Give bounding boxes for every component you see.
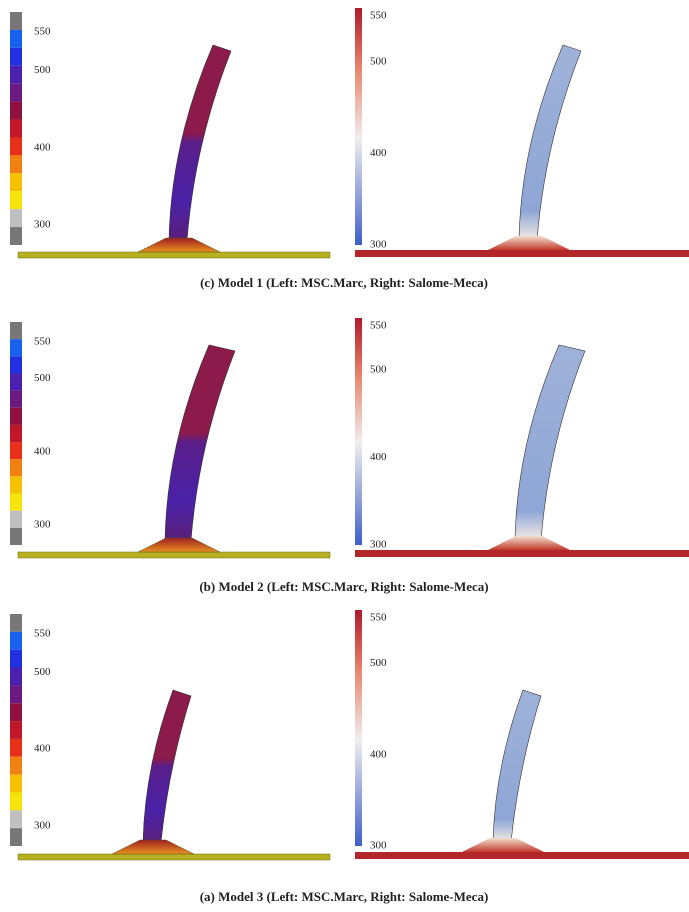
colorbar-cell	[10, 632, 22, 650]
colorbar-label: 550	[370, 10, 387, 22]
colorbar-cell	[10, 425, 22, 442]
colorbar-label: 500	[34, 64, 51, 76]
colorbar-cell	[10, 120, 22, 138]
colorbar	[355, 318, 362, 545]
colorbar-cell	[10, 102, 22, 120]
colorbar-cell	[10, 66, 22, 84]
caption: (a) Model 3 (Left: MSC.Marc, Right: Salo…	[200, 889, 489, 904]
weld	[138, 538, 220, 552]
colorbar-label: 500	[370, 363, 387, 375]
colorbar-label: 400	[34, 141, 51, 153]
colorbar-label: 400	[370, 748, 387, 760]
colorbar-label: 400	[370, 451, 387, 463]
colorbar-cell	[10, 191, 22, 209]
colorbar-cell	[10, 703, 22, 721]
floor	[355, 250, 689, 257]
colorbar-cell	[10, 137, 22, 155]
panel: 550 500 400 300 550 500 400 300 (c) Model 1 (Lef…	[10, 8, 689, 290]
floor	[18, 552, 330, 558]
colorbar-cell	[10, 721, 22, 739]
caption: (b) Model 2 (Left: MSC.Marc, Right: Salo…	[199, 579, 488, 594]
colorbar-label: 400	[370, 147, 387, 159]
colorbar-cell	[10, 775, 22, 793]
beam	[165, 345, 235, 540]
colorbar-label: 500	[34, 372, 51, 384]
colorbar-cell	[10, 84, 22, 102]
colorbar-cell	[10, 828, 22, 846]
colorbar-label: 550	[34, 26, 51, 38]
colorbar-label: 500	[370, 657, 387, 669]
colorbar-cell	[10, 442, 22, 459]
colorbar-cell	[10, 614, 22, 632]
panel: 550 500 400 300 550 500 400 300 (a) Model 3 (Lef…	[10, 610, 689, 904]
colorbar-cell	[10, 792, 22, 810]
colorbar-cell	[10, 209, 22, 227]
colorbar-cell	[10, 494, 22, 511]
colorbar-cell	[10, 511, 22, 528]
colorbar-label: 300	[370, 539, 387, 551]
beam	[515, 345, 585, 540]
beam	[519, 45, 581, 240]
colorbar-cell	[10, 757, 22, 775]
weld	[488, 536, 570, 550]
colorbar-cell	[10, 155, 22, 173]
weld	[462, 838, 544, 852]
colorbar-cell	[10, 668, 22, 686]
colorbar-cell	[10, 459, 22, 476]
floor	[355, 852, 689, 859]
colorbar	[355, 8, 362, 245]
caption: (c) Model 1 (Left: MSC.Marc, Right: Salo…	[200, 275, 488, 290]
colorbar-cell	[10, 173, 22, 191]
colorbar-cell	[10, 685, 22, 703]
beam	[143, 690, 191, 842]
colorbar-cell	[10, 391, 22, 408]
weld	[112, 840, 194, 854]
floor	[355, 550, 689, 557]
colorbar	[355, 610, 362, 846]
colorbar-cell	[10, 322, 22, 339]
colorbar-label: 300	[370, 840, 387, 852]
colorbar-label: 500	[370, 55, 387, 67]
colorbar-label: 300	[370, 239, 387, 251]
colorbar-label: 550	[34, 628, 51, 640]
colorbar-label: 550	[370, 612, 387, 624]
floor	[18, 854, 330, 860]
colorbar-cell	[10, 650, 22, 668]
panel: 550 500 400 300 550 500 400 300 (b) Model 2 (Lef…	[10, 318, 689, 594]
colorbar-cell	[10, 227, 22, 245]
colorbar-label: 400	[34, 743, 51, 755]
colorbar-cell	[10, 12, 22, 30]
colorbar-label: 550	[34, 336, 51, 348]
colorbar-label: 300	[34, 820, 51, 832]
colorbar-cell	[10, 408, 22, 425]
colorbar-label: 400	[34, 445, 51, 457]
figure: 550 500 400 300 550 500 400 300 (c) Model 1 (Lef…	[0, 0, 689, 912]
colorbar-cell	[10, 356, 22, 373]
colorbar-label: 300	[34, 519, 51, 531]
colorbar-cell	[10, 810, 22, 828]
colorbar-cell	[10, 528, 22, 545]
colorbar-cell	[10, 739, 22, 757]
colorbar-cell	[10, 476, 22, 493]
colorbar-label: 500	[34, 666, 51, 678]
weld	[488, 236, 570, 250]
colorbar-cell	[10, 48, 22, 66]
colorbar-cell	[10, 339, 22, 356]
colorbar-label: 550	[370, 320, 387, 332]
floor	[18, 252, 330, 258]
weld	[138, 238, 220, 252]
beam	[493, 690, 541, 842]
colorbar-label: 300	[34, 219, 51, 231]
colorbar-cell	[10, 30, 22, 48]
beam	[169, 45, 231, 240]
colorbar-cell	[10, 373, 22, 390]
